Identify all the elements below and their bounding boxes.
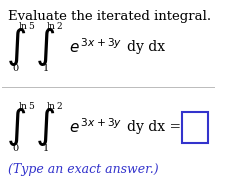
Text: $e^{\,3x+3y}$: $e^{\,3x+3y}$ xyxy=(69,118,122,136)
Text: $\int$: $\int$ xyxy=(35,26,55,68)
Text: $\mathregular{ln\,5}$: $\mathregular{ln\,5}$ xyxy=(18,100,35,111)
Text: $\int$: $\int$ xyxy=(35,106,55,148)
Text: $\int$: $\int$ xyxy=(6,26,27,68)
Text: $\mathregular{0}$: $\mathregular{0}$ xyxy=(12,62,20,73)
Text: $\mathregular{1}$: $\mathregular{1}$ xyxy=(42,62,49,73)
Text: dy dx: dy dx xyxy=(127,40,165,54)
Text: dy dx =: dy dx = xyxy=(127,120,181,134)
Text: (Type an exact answer.): (Type an exact answer.) xyxy=(8,163,159,176)
Text: $\mathregular{0}$: $\mathregular{0}$ xyxy=(12,142,20,153)
Bar xyxy=(182,112,208,143)
Text: $\mathregular{1}$: $\mathregular{1}$ xyxy=(42,142,49,153)
Text: $\mathregular{ln\,5}$: $\mathregular{ln\,5}$ xyxy=(18,20,35,31)
Text: $\mathregular{ln\,2}$: $\mathregular{ln\,2}$ xyxy=(46,20,63,31)
Text: $\int$: $\int$ xyxy=(6,106,27,148)
Text: Evaluate the iterated integral.: Evaluate the iterated integral. xyxy=(8,10,212,23)
Text: $e^{\,3x+3y}$: $e^{\,3x+3y}$ xyxy=(69,38,122,56)
Text: $\mathregular{ln\,2}$: $\mathregular{ln\,2}$ xyxy=(46,100,63,111)
